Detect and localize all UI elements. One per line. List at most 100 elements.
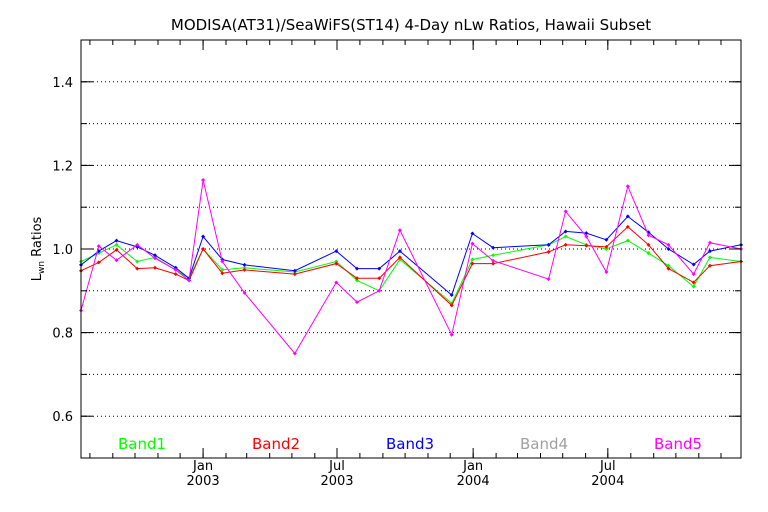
data-point	[470, 257, 475, 262]
series-band5	[79, 178, 743, 356]
data-point	[646, 242, 651, 247]
x-tick-year: 2003	[320, 474, 353, 489]
data-point	[707, 249, 712, 254]
data-point	[470, 231, 475, 236]
data-point	[491, 261, 496, 266]
legend-band3: Band3	[386, 435, 434, 453]
data-point	[470, 261, 475, 266]
data-point	[173, 267, 178, 272]
data-point	[625, 224, 630, 229]
data-point	[604, 244, 609, 249]
data-point	[377, 288, 382, 293]
data-point	[220, 259, 225, 264]
data-point	[397, 228, 402, 233]
data-point	[334, 261, 339, 266]
data-point	[354, 266, 359, 271]
data-point	[173, 272, 178, 277]
data-point	[691, 284, 696, 289]
data-point	[242, 267, 247, 272]
x-tick-month: Jul	[599, 459, 616, 474]
data-point	[135, 242, 140, 247]
data-point	[666, 266, 671, 271]
x-tick-year: 2004	[457, 474, 490, 489]
data-point	[449, 292, 454, 297]
data-point	[646, 233, 651, 238]
data-point	[377, 266, 382, 271]
data-point	[563, 242, 568, 247]
data-point	[135, 266, 140, 271]
legend: Band1 Band2 Band3 Band4 Band5	[118, 435, 702, 453]
data-point	[625, 214, 630, 219]
data-point	[152, 256, 157, 261]
data-point	[201, 247, 206, 251]
data-point	[152, 253, 157, 258]
data-point	[96, 244, 101, 249]
data-point	[707, 240, 712, 245]
data-point	[491, 253, 496, 258]
series-band3	[79, 214, 743, 297]
data-point	[114, 258, 119, 263]
y-tick-label: 0.6	[52, 410, 73, 425]
y-axis: 0.6 0.8 1.0 1.2 1.4	[52, 76, 741, 425]
data-point	[397, 255, 402, 260]
data-point	[334, 249, 339, 254]
data-point	[187, 278, 192, 283]
series-band2	[79, 224, 743, 308]
data-point	[449, 303, 454, 308]
data-point	[354, 300, 359, 305]
series-line	[80, 235, 742, 305]
data-point	[666, 242, 671, 247]
data-point	[584, 234, 589, 239]
y-tick-label: 1.2	[52, 159, 73, 174]
data-point	[491, 245, 496, 250]
legend-band2: Band2	[252, 435, 300, 453]
data-point	[604, 237, 609, 242]
data-point	[292, 268, 297, 273]
data-point	[691, 272, 696, 277]
data-point	[691, 262, 696, 267]
data-point	[135, 259, 140, 264]
series-layer	[79, 178, 743, 356]
data-point	[152, 265, 157, 270]
x-tick-month: Jul	[328, 459, 345, 474]
data-point	[491, 258, 496, 263]
legend-band1: Band1	[118, 435, 166, 453]
data-point	[707, 255, 712, 260]
data-point	[114, 238, 119, 243]
y-tick-label: 0.8	[52, 327, 73, 342]
x-tick-month: Jan	[192, 459, 213, 474]
y-axis-label: Lwn Ratios	[30, 216, 47, 281]
data-point	[334, 280, 339, 285]
data-point	[646, 251, 651, 256]
data-point	[546, 242, 551, 247]
legend-band5: Band5	[654, 435, 702, 453]
data-point	[292, 272, 297, 277]
data-point	[563, 229, 568, 234]
data-point	[546, 249, 551, 254]
x-tick-month: Jan	[462, 459, 483, 474]
y-tick-label: 1.4	[52, 76, 73, 91]
data-point	[584, 231, 589, 236]
data-point	[604, 269, 609, 274]
legend-band4: Band4	[520, 435, 568, 453]
data-point	[354, 278, 359, 283]
data-point	[584, 243, 589, 248]
data-point	[563, 234, 568, 239]
data-point	[377, 276, 382, 281]
data-point	[625, 184, 630, 189]
y-tick-label: 1.0	[52, 243, 73, 258]
data-point	[354, 276, 359, 281]
series-line	[80, 179, 742, 355]
data-point	[666, 247, 671, 251]
data-point	[220, 271, 225, 276]
data-point	[707, 263, 712, 268]
data-point	[449, 332, 454, 337]
data-point	[114, 247, 119, 252]
series-line	[80, 226, 742, 307]
data-point	[470, 241, 475, 246]
x-tick-year: 2003	[187, 474, 220, 489]
data-point	[604, 247, 609, 251]
data-point	[242, 265, 247, 270]
